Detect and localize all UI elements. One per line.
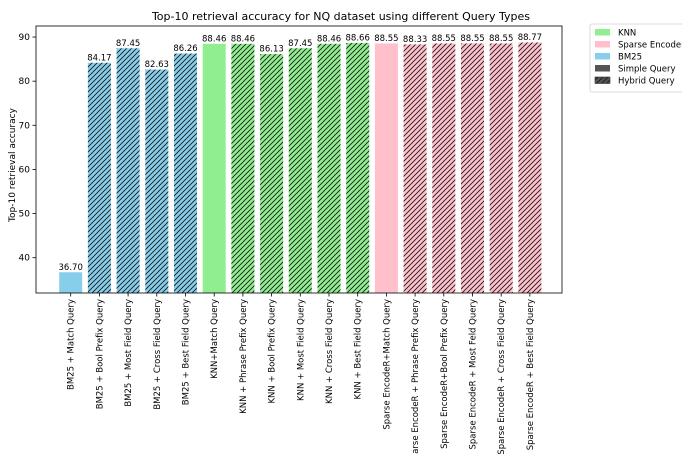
legend-box [589,23,682,93]
y-tick-label: 80 [19,77,31,87]
x-tick-label: KNN + Phrase Prefix Query [239,299,249,414]
svg-text:Sparse EncodeR: Sparse EncodeR [618,41,682,51]
x-tick-label: Sparse EncodeR+Bool Prefix Query [440,299,450,449]
x-tick-label: KNN+Match Query [210,299,220,379]
svg-text:Hybrid Query: Hybrid Query [618,77,675,87]
y-tick-label: 90 [19,33,31,43]
legend-item: Sparse EncodeR [595,41,682,51]
x-tick-label: BM25 + Cross Field Query [153,299,163,410]
x-tick-label: Sparse EncodeR + Most Feld Query [469,299,479,450]
svg-text:Simple Query: Simple Query [618,65,676,75]
bar-14 [432,43,456,293]
bar-value-label: 88.46 [231,34,255,44]
bar-6 [202,43,226,293]
bar-value-label: 88.55 [374,34,398,44]
chart-title: Top-10 retrieval accuracy for NQ dataset… [151,10,530,23]
x-axis-ticks: BM25 + Match Query BM25 + Bool Prefix Que… [67,293,536,454]
bar-4 [145,69,169,294]
x-tick-label: KNN + Cross Field Query [325,299,335,404]
bar-value-label: 88.66 [346,33,370,43]
bar-2 [87,62,111,294]
bar-value-label: 84.17 [87,53,111,63]
x-tick-label: BM25 + Best Field Query [182,299,192,405]
svg-text:BM25: BM25 [618,53,642,63]
bar-15 [461,43,484,293]
bar-value-label: 86.13 [259,45,283,55]
x-tick-label: KNN + Best Field Query [354,299,364,400]
x-tick-label: Sparse EncodeR + Cross Field Query [497,299,507,454]
y-tick-label: 70 [19,121,31,131]
bar-9 [288,48,312,294]
y-tick-label: 50 [19,210,31,220]
bar-17 [518,42,542,294]
bar-value-label: 82.63 [145,60,169,70]
bar-7 [231,43,255,293]
x-tick-label: BM25 + Match Query [67,299,77,390]
legend-item: KNN [595,29,636,39]
svg-text:KNN: KNN [618,29,636,39]
x-tick-label: KNN + Bool Prefix Query [268,299,278,404]
x-tick-label: KNN + Most Field Query [296,299,306,401]
legend-item: Hybrid Query [594,77,675,87]
y-tick-label: 40 [19,254,31,264]
bar-11 [346,42,370,293]
bar-value-label: 88.55 [432,34,456,44]
y-axis-ticks: 40 50 60 70 80 90 [19,33,36,264]
bar-16 [489,43,513,293]
bar-value-label: 36.70 [59,263,83,273]
legend-item: Simple Query [595,65,676,75]
bar-value-label: 86.26 [173,44,197,54]
bar-10 [317,43,341,293]
bar-3 [116,48,140,294]
bar-value-label: 88.55 [460,34,484,44]
bars-layer [59,42,542,294]
bar-12 [374,43,398,293]
x-tick-label: Sparse EncodeR+Match Query [382,299,392,430]
bar-value-label: 88.46 [202,34,226,44]
legend: KNN Sparse EncodeR BM25 Simple Query Hybrid … [589,23,682,93]
x-tick-label: BM25 + Bool Prefix Query [95,299,105,409]
x-tick-label: BM25 + Most Field Query [124,299,134,407]
y-tick-label: 60 [19,165,31,175]
value-labels-layer: 36.70 84.17 87.45 82.63 86.26 88.46 88.46 86.13… [59,33,543,273]
x-tick-label: Sparse EncodeR + Phrase Prefix Query [411,299,421,454]
bar-value-label: 88.77 [518,33,542,43]
bar-value-label: 87.45 [288,39,312,49]
bar-value-label: 87.45 [116,39,140,49]
legend-item: BM25 [595,53,642,63]
bar-8 [260,54,284,294]
bar-5 [174,53,197,293]
plot-frame [35,25,563,294]
bar-value-label: 88.46 [317,34,341,44]
bar-value-label: 88.33 [403,35,427,45]
bar-1 [59,272,83,293]
x-tick-label: Sparse EncodeR + Best Field Query [526,299,536,450]
y-axis-label: Top-10 retrieval accuracy [8,107,18,223]
bar-value-label: 88.55 [489,34,513,44]
bar-13 [403,44,427,294]
